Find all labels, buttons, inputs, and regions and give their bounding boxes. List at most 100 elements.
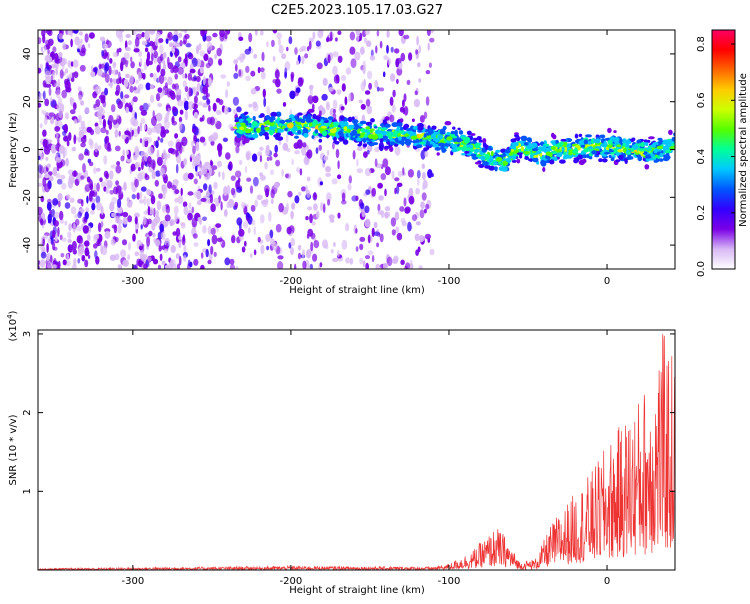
spectrogram-cell	[613, 148, 619, 152]
spectrogram-cell	[524, 151, 530, 155]
spectrogram-cell	[151, 53, 154, 62]
spectrogram-cell	[374, 146, 380, 153]
spectrogram-cell	[399, 106, 405, 113]
spectrogram-cell	[55, 173, 61, 179]
spectrogram-cell	[311, 135, 315, 139]
spectrogram-cell	[297, 112, 303, 116]
spectrogram-cell	[578, 133, 583, 138]
spectrogram-cell	[355, 133, 361, 137]
spectrogram-cell	[284, 127, 288, 132]
spectrogram-cell	[162, 52, 167, 59]
spectrogram-cell	[390, 46, 394, 53]
spectrogram-cell	[131, 99, 134, 107]
spectrogram-cell	[265, 233, 271, 242]
spectrogram-cell	[199, 66, 204, 74]
spectrogram-cell	[537, 146, 544, 151]
spectrogram-cell	[183, 100, 189, 111]
spectrogram-cell	[305, 117, 313, 123]
spectrogram-cell	[206, 117, 213, 125]
spectrogram-cell	[403, 106, 409, 116]
spectrogram-cell	[238, 228, 245, 237]
spectrogram-y-label: Frequency (Hz)	[8, 112, 19, 188]
spectrogram-cell	[270, 169, 274, 176]
spectrogram-cell	[379, 87, 385, 92]
spectrogram-cell	[310, 241, 314, 252]
spectrogram-cell	[389, 146, 394, 152]
spectrogram-cell	[104, 73, 110, 83]
snr-frame	[37, 329, 676, 571]
spectrogram-cell	[251, 153, 258, 162]
spectrogram-cell	[526, 145, 533, 150]
spectrogram-cell	[59, 210, 64, 221]
spectrogram-cell	[300, 45, 307, 52]
spectrogram-cell	[125, 59, 128, 68]
spectrogram-cell	[400, 217, 406, 224]
spectrogram-cell	[171, 116, 175, 123]
spectrogram-cell	[89, 183, 94, 191]
spectrogram-cell	[67, 238, 72, 244]
spectrogram-cell	[161, 89, 166, 96]
spectrogram-cell	[425, 96, 430, 106]
spectrogram-cell	[281, 53, 287, 60]
spectrogram-cell	[364, 255, 371, 260]
spectrogram-cell	[100, 127, 107, 134]
spectrogram-cell	[202, 102, 208, 108]
spectrogram-cell	[378, 145, 384, 151]
spectrogram-cell	[374, 158, 378, 167]
spectrogram-cell	[257, 236, 261, 243]
spectrogram-cell	[247, 213, 251, 219]
y-tick-label: 40	[22, 48, 33, 61]
spectrogram-cell	[74, 118, 78, 125]
spectrogram-cell	[213, 181, 218, 190]
spectrogram-cell	[384, 166, 391, 176]
spectrogram-cell	[117, 223, 122, 234]
spectrogram-cell	[282, 102, 287, 107]
spectrogram-cell	[78, 126, 84, 131]
spectrogram-cell	[90, 210, 95, 215]
spectrogram-cell	[88, 192, 93, 202]
spectrogram-cell	[665, 149, 671, 154]
spectrogram-cell	[102, 43, 108, 49]
spectrogram-cell	[81, 254, 86, 262]
spectrogram-cell	[158, 244, 163, 251]
spectrogram-cell	[98, 116, 103, 126]
spectrogram-cell	[326, 37, 330, 43]
spectrogram-cell	[65, 86, 72, 93]
spectrogram-cell	[97, 105, 104, 115]
spectrogram-cell	[344, 96, 348, 106]
spectrogram-cell	[136, 258, 141, 266]
spectrogram-cell	[356, 158, 359, 167]
spectrogram-cell	[133, 48, 140, 53]
spectrogram-cell	[319, 181, 323, 186]
spectrogram-cell	[307, 206, 313, 211]
spectrogram-cell	[531, 148, 539, 152]
spectrogram-cell	[164, 214, 171, 222]
spectrogram-cell	[407, 169, 414, 178]
spectrogram-cell	[583, 139, 589, 145]
spectrogram-cell	[454, 129, 458, 135]
spectrogram-cell	[167, 76, 173, 86]
spectrogram-cell	[419, 141, 426, 145]
spectrogram-cell	[160, 137, 164, 143]
spectrogram-cell	[438, 142, 445, 147]
spectrogram-cell	[207, 239, 211, 247]
spectrogram-cell	[99, 36, 106, 42]
spectrogram-cell	[394, 146, 401, 156]
spectrogram-cell	[294, 135, 299, 139]
spectrogram-cell	[79, 50, 86, 57]
spectrogram-cell	[367, 234, 371, 244]
spectrogram-cell	[43, 116, 48, 126]
spectrogram-cell	[119, 30, 125, 33]
spectrogram-cell	[159, 253, 163, 261]
spectrogram-cell	[607, 140, 613, 145]
spectrogram-cell	[80, 100, 85, 106]
spectrogram-cell	[120, 249, 127, 258]
spectrogram-cell	[327, 54, 331, 64]
spectrogram-cell	[533, 155, 537, 158]
spectrogram-cell	[375, 45, 378, 54]
spectrogram-cell	[198, 163, 203, 171]
spectrogram-cell	[436, 152, 440, 156]
spectrogram-cell	[333, 74, 340, 84]
spectrogram-cell	[268, 129, 274, 136]
spectrogram-cell	[379, 233, 384, 243]
